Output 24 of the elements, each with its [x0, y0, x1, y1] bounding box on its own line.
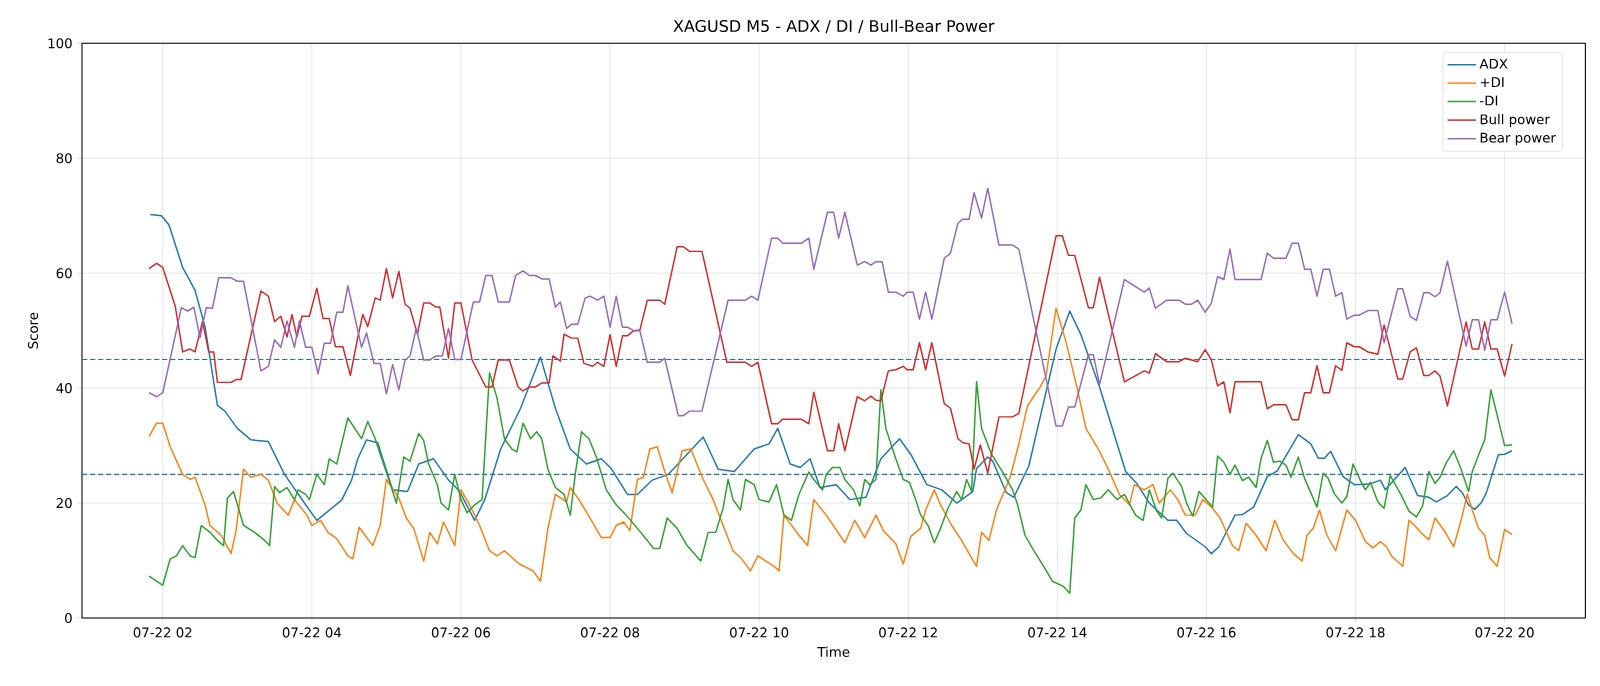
y-tick-label: 60 [56, 268, 72, 279]
y-axis-title: Score [27, 312, 39, 349]
legend-label: ADX [1479, 58, 1508, 69]
y-tick-label: 40 [56, 383, 72, 394]
y-tick-label: 20 [56, 498, 72, 509]
x-tick-label: 07-22 08 [580, 627, 640, 638]
y-tick-label: 100 [48, 38, 72, 49]
x-tick-label: 07-22 06 [431, 627, 491, 638]
legend-label: +DI [1480, 77, 1504, 87]
x-tick-label: 07-22 20 [1475, 627, 1534, 638]
legend-label: Bear power [1480, 132, 1556, 146]
y-tick-label: 80 [56, 153, 72, 164]
x-tick-label: 07-22 02 [133, 627, 192, 638]
x-tick-label: 07-22 16 [1177, 627, 1236, 638]
x-tick-label: 07-22 12 [879, 627, 937, 638]
x-tick-label: 07-22 04 [282, 627, 342, 638]
legend-label: Bull power [1480, 114, 1550, 127]
x-tick-label: 07-22 14 [1028, 627, 1087, 638]
legend-label: -DI [1480, 95, 1498, 106]
x-tick-label: 07-22 10 [730, 627, 789, 638]
x-axis-title: Time [817, 646, 850, 657]
y-tick-label: 0 [65, 612, 72, 624]
x-tick-label: 07-22 18 [1326, 627, 1385, 638]
chart-title: XAGUSD M5 - ADX / DI / Bull-Bear Power [673, 19, 995, 34]
